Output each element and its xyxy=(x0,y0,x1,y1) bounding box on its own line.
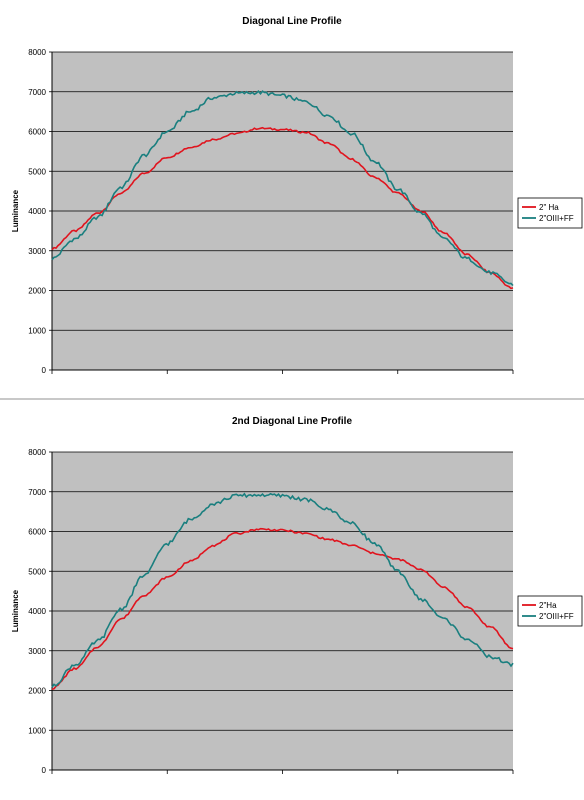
legend: 2"Ha 2"OIII+FF xyxy=(517,595,583,627)
chart-diagonal-line-profile: Diagonal Line Profile 0 1000 2000 3000 4000 50… xyxy=(0,0,584,398)
y-tick-label: 3000 xyxy=(28,247,46,256)
chart-2nd-diagonal-line-profile: 2nd Diagonal Line Profile 0 1000 2000 3000 40… xyxy=(0,400,584,800)
series-line-oiii-ff xyxy=(51,492,514,688)
legend-box xyxy=(517,197,583,229)
y-axis-label: Luminance xyxy=(11,189,20,232)
y-tick-label: 4000 xyxy=(28,607,46,616)
y-tick-label: 8000 xyxy=(28,448,46,457)
y-tick-label: 7000 xyxy=(28,488,46,497)
chart-title: 2nd Diagonal Line Profile xyxy=(232,416,352,427)
y-tick-label: 6000 xyxy=(28,128,46,137)
y-tick-label: 2000 xyxy=(28,687,46,696)
y-tick-label: 5000 xyxy=(28,567,46,576)
y-tick-label: 1000 xyxy=(28,726,46,735)
y-tick-label: 4000 xyxy=(28,207,46,216)
y-tick-label: 1000 xyxy=(28,326,46,335)
y-tick-label: 2000 xyxy=(28,287,46,296)
y-tick-label: 3000 xyxy=(28,647,46,656)
legend-label: 2"OIII+FF xyxy=(539,214,574,223)
legend: 2" Ha 2"OIII+FF xyxy=(517,197,583,229)
chart-svg: Diagonal Line Profile 0 1000 2000 3000 4000 50… xyxy=(11,16,583,375)
legend-box xyxy=(517,595,583,627)
y-tick-label: 7000 xyxy=(28,88,46,97)
legend-label: 2" Ha xyxy=(539,203,559,212)
chart-divider xyxy=(0,398,584,400)
legend-label: 2"OIII+FF xyxy=(539,612,574,621)
y-tick-label: 6000 xyxy=(28,528,46,537)
chart-title: Diagonal Line Profile xyxy=(242,16,342,27)
series-line-oiii-ff xyxy=(51,90,514,287)
y-tick-label: 8000 xyxy=(28,48,46,57)
y-axis-label: Luminance xyxy=(11,589,20,632)
y-tick-label: 5000 xyxy=(28,167,46,176)
series-line-ha xyxy=(51,126,514,290)
series-line-ha xyxy=(51,527,514,690)
chart-svg: 2nd Diagonal Line Profile 0 1000 2000 3000 40… xyxy=(11,416,583,775)
y-tick-label: 0 xyxy=(42,366,47,375)
legend-label: 2"Ha xyxy=(539,601,557,610)
y-tick-label: 0 xyxy=(42,766,47,775)
